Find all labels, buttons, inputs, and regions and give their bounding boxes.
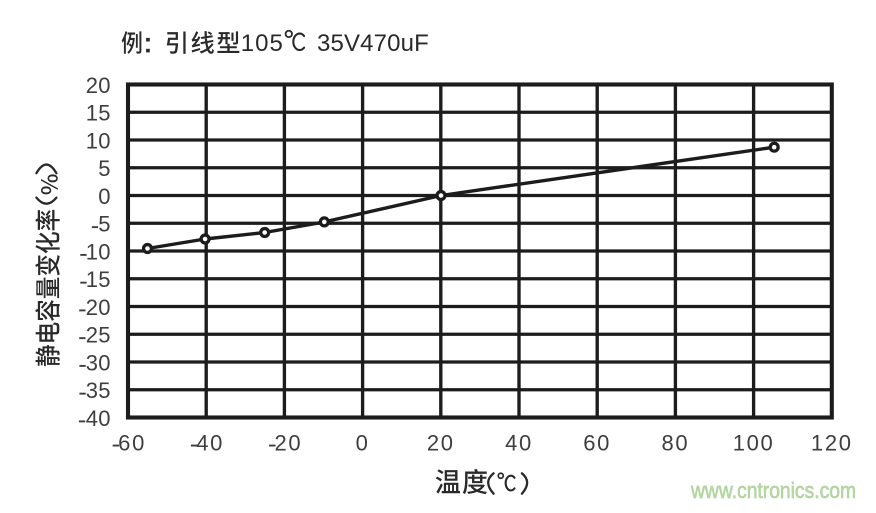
svg-text:20: 20 <box>86 295 111 320</box>
svg-text:15: 15 <box>86 101 111 126</box>
svg-text:40: 40 <box>86 406 111 431</box>
svg-text:15: 15 <box>86 267 111 292</box>
svg-text:35V470uF: 35V470uF <box>317 30 429 57</box>
svg-text:60: 60 <box>118 430 146 455</box>
svg-text:35: 35 <box>86 378 111 403</box>
svg-text:0: 0 <box>356 430 370 455</box>
svg-text:5: 5 <box>98 156 111 181</box>
svg-text:60: 60 <box>583 430 611 455</box>
svg-text:80: 80 <box>661 430 689 455</box>
svg-text:0: 0 <box>98 184 111 209</box>
svg-text:5: 5 <box>98 212 111 237</box>
svg-text:10: 10 <box>86 239 111 264</box>
svg-text:10: 10 <box>86 128 111 153</box>
svg-text:20: 20 <box>427 430 455 455</box>
svg-text:www.cntronics.com: www.cntronics.com <box>690 478 856 503</box>
svg-text:120: 120 <box>811 430 853 455</box>
svg-text:30: 30 <box>86 350 111 375</box>
svg-text:40: 40 <box>505 430 533 455</box>
svg-text:20: 20 <box>86 73 111 98</box>
svg-text:20: 20 <box>274 430 302 455</box>
svg-text:25: 25 <box>86 323 111 348</box>
svg-text:100: 100 <box>733 430 775 455</box>
svg-text:105: 105 <box>241 30 284 57</box>
svg-text:40: 40 <box>196 430 224 455</box>
